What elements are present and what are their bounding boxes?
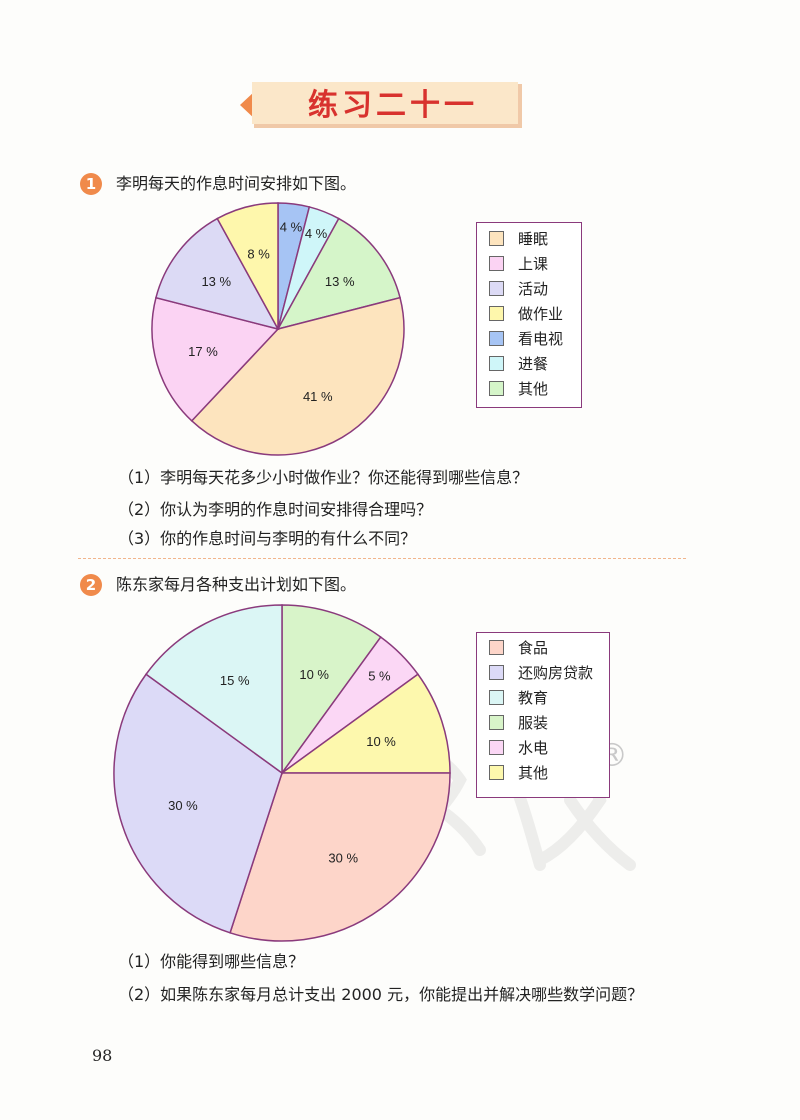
pie-slice bbox=[279, 673, 451, 774]
question-1-sub-3: （3）你的作息时间与李明的有什么不同？ bbox=[118, 529, 417, 548]
pie-slice bbox=[281, 604, 382, 776]
page-title: 练习二十一 bbox=[308, 88, 478, 123]
pie-chart-schedule: 4 % 4 % 13 % 41 % 17 % 13 % 8 % bbox=[151, 202, 405, 456]
legend-swatch bbox=[489, 381, 504, 396]
legend-label: 进餐 bbox=[518, 355, 549, 373]
pie-slice-label: 4 % bbox=[305, 226, 328, 241]
pie-slice-label: 4 % bbox=[280, 219, 303, 234]
legend-item: 活动 bbox=[489, 279, 548, 299]
legend-swatch bbox=[489, 740, 504, 755]
legend-swatch bbox=[489, 765, 504, 780]
legend-item: 其他 bbox=[489, 763, 548, 783]
legend-item: 教育 bbox=[489, 688, 548, 708]
legend-swatch bbox=[489, 665, 504, 680]
pie-slice-label: 8 % bbox=[247, 246, 270, 261]
pie-slice-label: 30 % bbox=[328, 850, 358, 865]
pie-slice-label: 10 % bbox=[299, 667, 329, 682]
legend-expenses: 食品 还购房贷款 教育 服装 水电 其他 bbox=[476, 632, 610, 798]
legend-label: 看电视 bbox=[518, 330, 564, 348]
pie-slice-label: 17 % bbox=[188, 344, 218, 359]
pie-chart-expenses: 10 % 5 % 10 % 30 % 30 % 15 % bbox=[113, 604, 451, 942]
legend-label: 其他 bbox=[518, 764, 549, 782]
legend-item: 睡眠 bbox=[489, 229, 548, 249]
legend-label: 教育 bbox=[518, 689, 549, 707]
legend-schedule: 睡眠 上课 活动 做作业 看电视 进餐 其他 bbox=[476, 222, 582, 408]
legend-label: 服装 bbox=[518, 714, 549, 732]
legend-label: 做作业 bbox=[518, 305, 564, 323]
legend-item: 上课 bbox=[489, 254, 548, 274]
legend-label: 其他 bbox=[518, 380, 549, 398]
question-2-sub-1: （1）你能得到哪些信息？ bbox=[118, 952, 305, 971]
legend-item: 其他 bbox=[489, 379, 548, 399]
question-2-text: 陈东家每月各种支出计划如下图。 bbox=[116, 575, 357, 594]
legend-item: 食品 bbox=[489, 638, 548, 658]
legend-swatch bbox=[489, 331, 504, 346]
question-1-sub-1: （1）李明每天花多少小时做作业？你还能得到哪些信息？ bbox=[118, 468, 529, 487]
legend-item: 水电 bbox=[489, 738, 548, 758]
legend-swatch bbox=[489, 306, 504, 321]
question-1-number: 1 bbox=[80, 173, 102, 195]
legend-item: 还购房贷款 bbox=[489, 663, 593, 683]
question-1-sub-2: （2）你认为李明的作息时间安排得合理吗？ bbox=[118, 500, 433, 519]
pie-slice-label: 41 % bbox=[303, 389, 333, 404]
pie-slice bbox=[190, 296, 405, 456]
pie-slice-label: 5 % bbox=[368, 669, 391, 684]
legend-label: 活动 bbox=[518, 280, 549, 298]
pie-slice bbox=[151, 296, 280, 422]
legend-label: 还购房贷款 bbox=[518, 664, 594, 682]
legend-swatch bbox=[489, 715, 504, 730]
legend-swatch bbox=[489, 256, 504, 271]
title-banner bbox=[240, 82, 522, 128]
pie-slice-label: 13 % bbox=[325, 274, 355, 289]
legend-swatch bbox=[489, 690, 504, 705]
pie-slice-label: 30 % bbox=[168, 798, 198, 813]
legend-swatch bbox=[489, 356, 504, 371]
pie-slice-label: 13 % bbox=[201, 274, 231, 289]
legend-label: 上课 bbox=[518, 255, 549, 273]
pie-slice bbox=[145, 604, 283, 775]
question-2-number: 2 bbox=[80, 574, 102, 596]
page-number: 98 bbox=[92, 1046, 113, 1065]
section-divider bbox=[78, 558, 686, 559]
legend-swatch bbox=[489, 281, 504, 296]
legend-item: 服装 bbox=[489, 713, 548, 733]
pie-slice bbox=[276, 217, 401, 331]
legend-label: 食品 bbox=[518, 639, 549, 657]
pie-slice bbox=[216, 202, 279, 330]
legend-item: 做作业 bbox=[489, 304, 563, 324]
question-1-text: 李明每天的作息时间安排如下图。 bbox=[116, 174, 357, 193]
legend-swatch bbox=[489, 231, 504, 246]
legend-item: 进餐 bbox=[489, 354, 548, 374]
pie-slice bbox=[113, 673, 283, 934]
legend-item: 看电视 bbox=[489, 329, 563, 349]
legend-label: 水电 bbox=[518, 739, 549, 757]
pie-slice-label: 15 % bbox=[220, 673, 250, 688]
pie-slice-label: 10 % bbox=[366, 734, 396, 749]
pie-slice bbox=[155, 217, 280, 331]
pie-slice bbox=[229, 772, 451, 942]
legend-label: 睡眠 bbox=[518, 230, 549, 248]
legend-swatch bbox=[489, 640, 504, 655]
question-2-sub-2: （2）如果陈东家每月总计支出 2000 元，你能提出并解决哪些数学问题？ bbox=[118, 985, 644, 1004]
